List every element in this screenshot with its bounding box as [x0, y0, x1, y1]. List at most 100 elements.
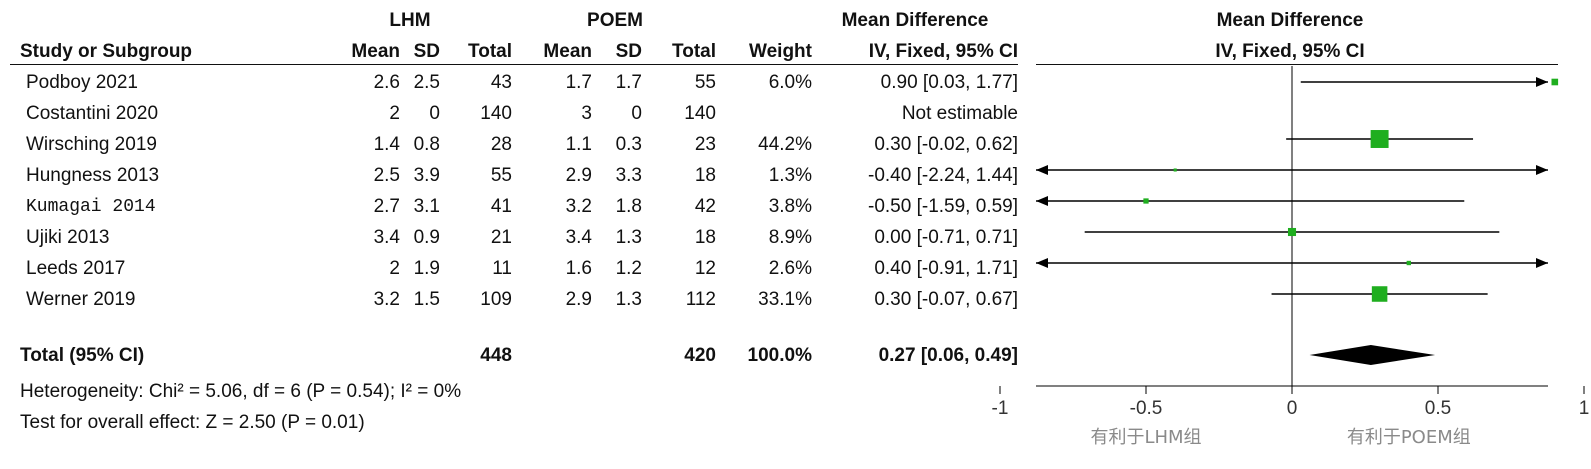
study-name: Hungness 2013 — [26, 165, 160, 186]
sd2-cell: 1.2 — [615, 258, 642, 279]
study-marker — [1406, 260, 1411, 266]
favours-right-label: 有利于POEM组 — [1347, 427, 1471, 448]
total2-cell: 18 — [694, 165, 716, 186]
weight-cell: 33.1% — [758, 289, 812, 310]
study-marker — [1370, 130, 1389, 148]
mean1-cell: 2.5 — [373, 165, 400, 186]
mean2-header: Mean — [543, 41, 592, 62]
total-weight: 100.0% — [747, 345, 812, 366]
tick-label: 1 — [1579, 398, 1590, 419]
sd2-cell: 1.3 — [615, 227, 642, 248]
total2-sum: 420 — [684, 345, 716, 366]
ci-cell: -0.50 [-1.59, 0.59] — [868, 196, 1018, 217]
md-table-header: Mean Difference — [841, 10, 989, 31]
mean2-cell: 3.2 — [565, 196, 592, 217]
total1-cell: 28 — [490, 134, 512, 155]
sd2-cell: 3.3 — [615, 165, 642, 186]
sd2-header: SD — [615, 41, 642, 62]
mean2-cell: 3.4 — [565, 227, 592, 248]
study-name: Werner 2019 — [26, 289, 136, 310]
study-marker — [1173, 168, 1177, 172]
study-name: Wirsching 2019 — [26, 134, 157, 155]
method-plot-header: IV, Fixed, 95% CI — [1215, 41, 1365, 62]
study-row: Leeds 2017 2 1.9 11 1.6 1.2 12 2.6% 0.40… — [0, 258, 1030, 282]
md-plot-header: Mean Difference — [1216, 10, 1364, 31]
total2-cell: 23 — [694, 134, 716, 155]
sd1-cell: 0 — [429, 103, 440, 124]
mean2-cell: 1.6 — [565, 258, 592, 279]
favours-left-label: 有利于LHM组 — [1090, 427, 1201, 448]
arrow-left-icon — [1036, 165, 1048, 175]
mean1-cell: 2 — [389, 258, 400, 279]
tick-label: -1 — [992, 398, 1009, 419]
study-row: Kumagai 2014 2.7 3.1 41 3.2 1.8 42 3.8% … — [0, 196, 1030, 220]
study-marker — [1371, 286, 1388, 302]
header-rule-table — [10, 64, 1018, 65]
study-name: Ujiki 2013 — [26, 227, 110, 248]
study-name: Podboy 2021 — [26, 72, 138, 93]
study-row: Ujiki 2013 3.4 0.9 21 3.4 1.3 18 8.9% 0.… — [0, 227, 1030, 251]
ci-cell: 0.00 [-0.71, 0.71] — [874, 227, 1018, 248]
sd2-cell: 1.8 — [615, 196, 642, 217]
weight-cell: 8.9% — [768, 227, 812, 248]
total2-cell: 42 — [694, 196, 716, 217]
mean1-cell: 2 — [389, 103, 400, 124]
weight-cell: 1.3% — [768, 165, 812, 186]
total1-cell: 11 — [492, 258, 512, 279]
total2-cell: 55 — [694, 72, 716, 93]
sd1-cell: 3.1 — [413, 196, 440, 217]
mean1-cell: 2.6 — [373, 72, 400, 93]
total2-cell: 112 — [685, 289, 716, 310]
sd1-cell: 1.9 — [413, 258, 440, 279]
total1-header: Total — [468, 41, 512, 62]
total1-sum: 448 — [480, 345, 512, 366]
sd1-cell: 0.8 — [413, 134, 440, 155]
ci-cell: 0.90 [0.03, 1.77] — [880, 72, 1018, 93]
sd1-cell: 1.5 — [413, 289, 440, 310]
tick-label: 0.5 — [1425, 398, 1451, 419]
sd1-cell: 3.9 — [413, 165, 440, 186]
mean1-cell: 2.7 — [373, 196, 400, 217]
mean2-cell: 1.7 — [565, 72, 592, 93]
study-marker — [1143, 198, 1149, 204]
ci-cell: 0.30 [-0.07, 0.67] — [874, 289, 1018, 310]
total-label: Total (95% CI) — [20, 345, 145, 366]
study-row: Podboy 2021 2.6 2.5 43 1.7 1.7 55 6.0% 0… — [0, 72, 1030, 96]
total1-cell: 109 — [480, 289, 512, 310]
study-marker — [1551, 78, 1559, 86]
total1-cell: 55 — [490, 165, 512, 186]
sd2-cell: 0 — [631, 103, 642, 124]
ci-cell: Not estimable — [901, 103, 1018, 124]
study-marker — [1287, 227, 1297, 237]
weight-cell: 2.6% — [768, 258, 812, 279]
heterogeneity-text: Heterogeneity: Chi² = 5.06, df = 6 (P = … — [20, 381, 462, 402]
total1-cell: 21 — [490, 227, 512, 248]
study-name: Costantini 2020 — [26, 103, 159, 124]
study-name: Kumagai 2014 — [26, 197, 156, 217]
header-rule-plot — [1036, 64, 1558, 65]
overall-effect-text: Test for overall effect: Z = 2.50 (P = 0… — [20, 412, 365, 433]
study-row: Wirsching 2019 1.4 0.8 28 1.1 0.3 23 44.… — [0, 134, 1030, 158]
mean2-cell: 3 — [581, 103, 592, 124]
weight-cell: 6.0% — [768, 72, 812, 93]
arrow-left-icon — [1036, 196, 1048, 206]
ci-cell: 0.40 [-0.91, 1.71] — [874, 258, 1018, 279]
tick-label: -0.5 — [1130, 398, 1163, 419]
total2-cell: 18 — [694, 227, 716, 248]
study-name: Leeds 2017 — [26, 258, 126, 279]
total1-cell: 140 — [480, 103, 512, 124]
group2-header: POEM — [587, 10, 643, 31]
weight-cell: 3.8% — [768, 196, 812, 217]
arrow-right-icon — [1536, 77, 1548, 87]
mean2-cell: 1.1 — [565, 134, 592, 155]
sd2-cell: 1.3 — [615, 289, 642, 310]
weight-header: Weight — [749, 41, 812, 62]
mean2-cell: 2.9 — [565, 289, 592, 310]
mean1-cell: 3.4 — [373, 227, 400, 248]
total1-cell: 43 — [490, 72, 512, 93]
pooled-diamond — [1309, 345, 1436, 365]
mean1-header: Mean — [351, 41, 400, 62]
method-table-header: IV, Fixed, 95% CI — [868, 41, 1018, 62]
sd1-cell: 2.5 — [413, 72, 440, 93]
